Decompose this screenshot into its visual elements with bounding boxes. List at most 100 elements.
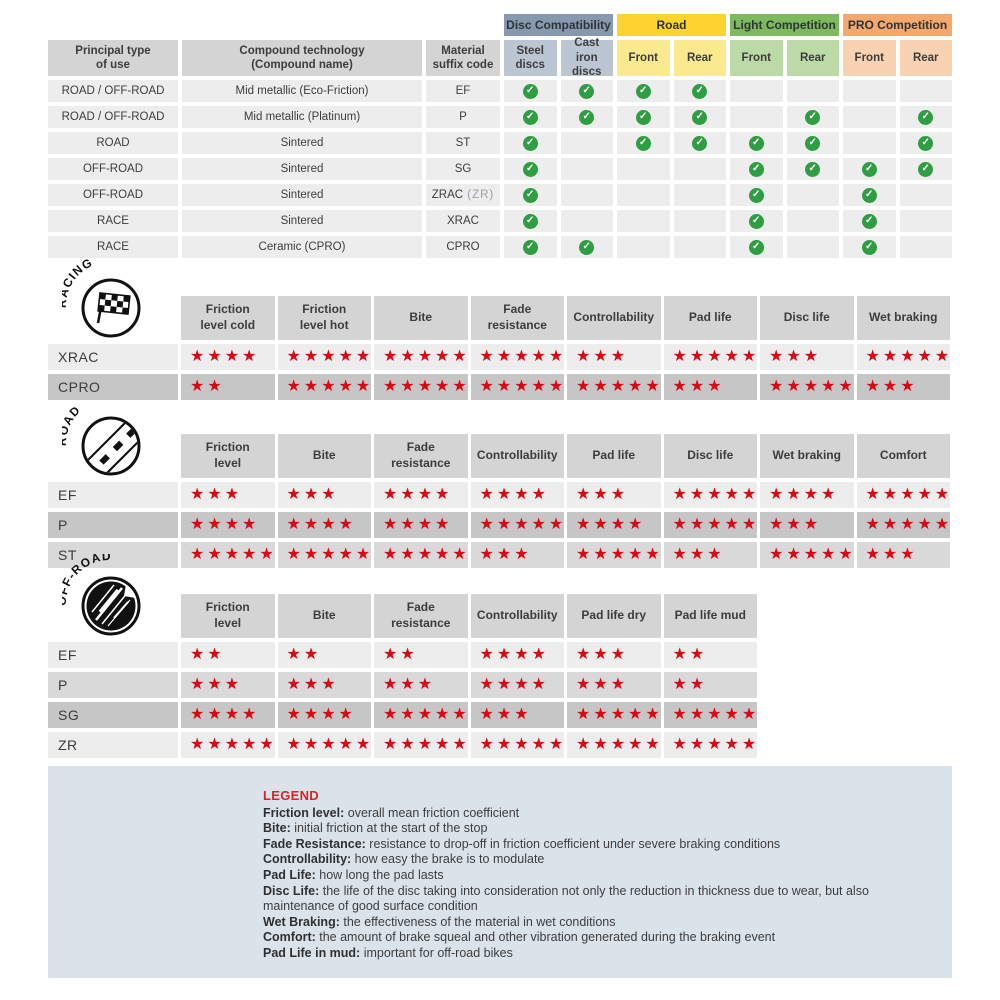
column-subheader: Rear bbox=[899, 40, 952, 76]
legend-definition: the amount of brake squeal and other vib… bbox=[315, 930, 776, 945]
check-icon: ✓ bbox=[918, 109, 934, 125]
star-icons: ★★★★ bbox=[479, 486, 549, 503]
star-icons: ★★ bbox=[190, 646, 225, 663]
star-rating: ★★★★★ bbox=[470, 732, 564, 758]
check-icon: ✓ bbox=[579, 239, 595, 255]
compatibility-cell: ✓ bbox=[504, 210, 557, 232]
compatibility-cell bbox=[560, 158, 613, 180]
star-rating: ★★★★ bbox=[374, 482, 468, 508]
check-icon: ✓ bbox=[861, 239, 877, 255]
compatibility-cell: ✓ bbox=[786, 158, 839, 180]
check-icon: ✓ bbox=[748, 187, 764, 203]
technology-cell: Sintered bbox=[182, 184, 422, 206]
star-rating: ★★★★★ bbox=[374, 344, 468, 370]
star-rating: ★★★★ bbox=[567, 512, 661, 538]
checkered-flag-icon: RACING bbox=[55, 255, 154, 348]
suffix-code: CPRO bbox=[446, 241, 480, 253]
suffix-code: P bbox=[459, 111, 467, 123]
compatibility-cell bbox=[786, 80, 839, 102]
star-icons: ★★★ bbox=[286, 676, 339, 693]
column-subheader: Rear bbox=[673, 40, 726, 76]
use-cell: RACE bbox=[48, 210, 178, 232]
column-header: Friction level hot bbox=[277, 296, 371, 340]
star-icons: ★★★★★ bbox=[286, 348, 374, 365]
compatibility-cell bbox=[617, 158, 670, 180]
star-icons: ★★★★★ bbox=[865, 516, 953, 533]
star-rating: ★★★★★ bbox=[470, 512, 564, 538]
column-subheader: Rear bbox=[786, 40, 839, 76]
star-rating: ★★★ bbox=[470, 702, 564, 728]
star-rating: ★★★ bbox=[663, 374, 757, 400]
column-header: Fade resistance bbox=[374, 594, 468, 638]
column-header: Friction level bbox=[181, 594, 275, 638]
legend-term: Fade Resistance: bbox=[263, 836, 366, 851]
star-rating: ★★★ bbox=[856, 374, 950, 400]
column-header: Material suffix code bbox=[426, 40, 500, 76]
star-icons: ★★★★ bbox=[479, 676, 549, 693]
column-header: Pad life dry bbox=[567, 594, 661, 638]
star-icons: ★★ bbox=[672, 676, 708, 693]
star-rating: ★★★ bbox=[277, 672, 371, 698]
star-rating: ★★★ bbox=[856, 542, 950, 568]
check-icon: ✓ bbox=[635, 83, 651, 99]
legend-term: Comfort: bbox=[263, 930, 316, 945]
legend-item: Pad Life in mud: important for off-road … bbox=[263, 946, 924, 962]
star-icons: ★★★ bbox=[672, 546, 725, 563]
column-header: Friction level bbox=[181, 434, 275, 478]
compatibility-cell: ✓ bbox=[504, 106, 557, 128]
column-header: Pad life bbox=[567, 434, 661, 478]
compatibility-cell bbox=[673, 236, 726, 258]
star-icons: ★★★★★ bbox=[769, 546, 856, 563]
group-header: Disc Compatibility bbox=[504, 14, 613, 36]
compatibility-cell: ✓ bbox=[899, 132, 952, 154]
legend-definition: the effectiveness of the material in wet… bbox=[339, 914, 616, 929]
suffix-code-cell: P bbox=[426, 106, 500, 128]
star-icons: ★★★ bbox=[383, 676, 436, 693]
check-icon: ✓ bbox=[861, 161, 877, 177]
star-rating: ★★★★★ bbox=[663, 702, 757, 728]
offroad-ratings-table: Friction level Bite Fade resistance Control… bbox=[48, 594, 952, 758]
column-subheader: Front bbox=[617, 40, 670, 76]
use-cell: ROAD / OFF-ROAD bbox=[48, 80, 178, 102]
star-rating: ★★★★★ bbox=[663, 512, 757, 538]
legend-definition: the life of the disc taking into conside… bbox=[263, 883, 869, 914]
star-rating: ★★★ bbox=[760, 344, 854, 370]
road-icon: ROAD bbox=[55, 394, 154, 486]
compatibility-cell: ✓ bbox=[730, 158, 783, 180]
check-icon: ✓ bbox=[748, 135, 764, 151]
check-icon: ✓ bbox=[522, 83, 538, 99]
check-icon: ✓ bbox=[805, 109, 821, 125]
check-icon: ✓ bbox=[748, 213, 764, 229]
star-rating: ★★★★★ bbox=[470, 374, 567, 400]
star-rating: ★★ bbox=[181, 374, 275, 400]
star-icons: ★★ bbox=[286, 646, 322, 663]
legend-term: Friction level: bbox=[263, 805, 345, 820]
star-icons: ★★★★★ bbox=[479, 378, 567, 395]
technology-cell: Ceramic (CPRO) bbox=[182, 236, 422, 258]
star-icons: ★★★★★ bbox=[576, 546, 663, 563]
star-icons: ★★★ bbox=[576, 646, 629, 663]
check-icon: ✓ bbox=[579, 83, 595, 99]
star-icons: ★★★★★ bbox=[865, 348, 953, 365]
star-icons: ★★★★ bbox=[479, 646, 549, 663]
compatibility-cell: ✓ bbox=[730, 236, 783, 258]
suffix-code-cell: CPRO bbox=[426, 236, 500, 258]
compatibility-cell: ✓ bbox=[673, 80, 726, 102]
check-icon: ✓ bbox=[522, 135, 538, 151]
compatibility-cell bbox=[843, 80, 896, 102]
star-rating: ★★ bbox=[181, 642, 275, 668]
legend-term: Disc Life: bbox=[263, 883, 320, 898]
star-rating: ★★★ bbox=[760, 512, 854, 538]
suffix-code: SG bbox=[454, 163, 472, 175]
compatibility-cell bbox=[899, 184, 952, 206]
star-icons: ★★★ bbox=[576, 486, 629, 503]
star-icons: ★★★★ bbox=[576, 516, 646, 533]
compatibility-cell: ✓ bbox=[786, 106, 839, 128]
compatibility-cell: ✓ bbox=[899, 106, 952, 128]
star-icons: ★★★★★ bbox=[190, 546, 277, 563]
row-label: ZR bbox=[48, 732, 178, 758]
row-label: XRAC bbox=[48, 344, 178, 370]
compatibility-cell: ✓ bbox=[899, 158, 952, 180]
compatibility-cell bbox=[617, 236, 670, 258]
